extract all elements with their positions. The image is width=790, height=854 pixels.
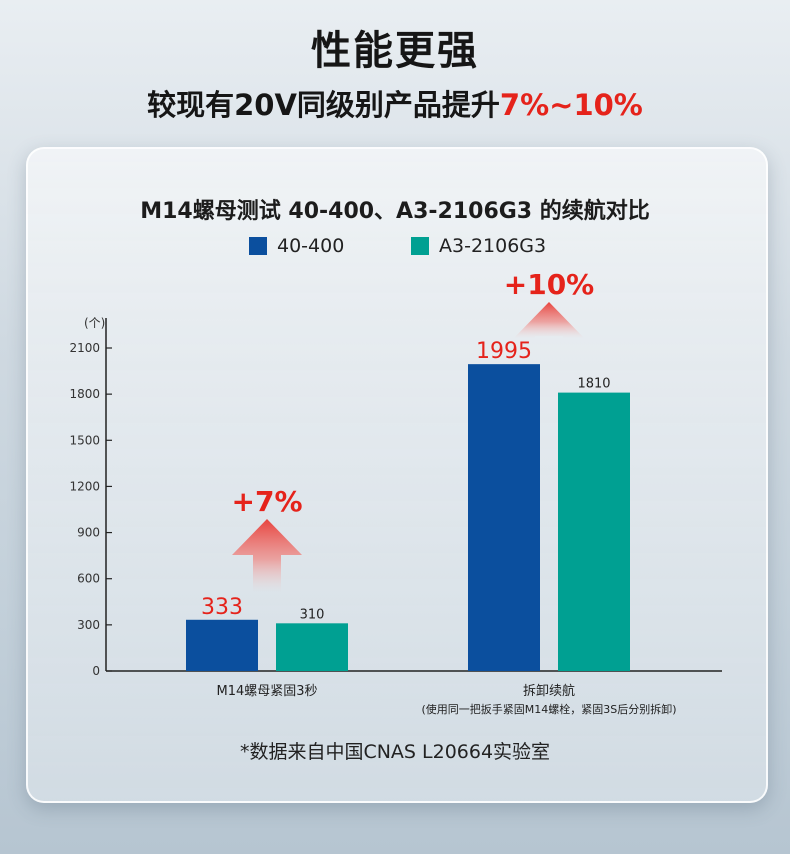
- x-tick-label: 拆卸续航: [523, 683, 575, 699]
- page-subtitle: 较现有20V同级别产品提升7%~10%: [0, 82, 790, 124]
- footnote: *数据来自中国CNAS L20664实验室: [239, 741, 551, 763]
- increase-percent-label: +7%: [232, 485, 303, 518]
- y-tick-label: 300: [77, 618, 100, 632]
- y-tick-label: 1500: [69, 433, 100, 447]
- bar: [468, 364, 540, 671]
- x-tick-note: (使用同一把扳手紧固M14螺栓，紧固3S后分别拆卸): [421, 702, 676, 716]
- y-tick-label: 900: [77, 526, 100, 540]
- increase-arrow: [232, 519, 302, 592]
- bar-value-label: 333: [201, 595, 243, 620]
- increase-percent-label: +10%: [504, 268, 594, 301]
- chart-title: M14螺母测试 40-400、A3-2106G3 的续航对比: [140, 199, 650, 224]
- bar-value-label: 1995: [476, 339, 532, 364]
- legend-item-40-400: 40-400: [249, 234, 344, 258]
- legend-label-40-400: 40-400: [277, 235, 345, 257]
- legend-item-a3-2106g3: A3-2106G3: [411, 234, 546, 258]
- legend-swatch-a3-2106g3: [411, 237, 429, 255]
- legend-swatch-40-400: [249, 237, 267, 255]
- subtitle-prefix: 较现有20V同级别产品提升: [147, 88, 500, 122]
- legend-label-a3-2106g3: A3-2106G3: [439, 235, 547, 257]
- y-tick-label: 1200: [69, 479, 100, 493]
- y-tick-label: 0: [92, 664, 100, 678]
- bar: [186, 619, 258, 671]
- bar: [558, 392, 630, 671]
- y-tick-label: 1800: [69, 387, 100, 401]
- bar-value-label: 310: [300, 607, 325, 622]
- bar: [276, 623, 348, 671]
- y-axis-unit: (个): [84, 316, 105, 330]
- chart-panel: [26, 147, 768, 803]
- bar-value-label: 1810: [577, 377, 610, 392]
- increase-arrow: [514, 302, 584, 338]
- page-title: 性能更强: [311, 28, 479, 74]
- x-tick-label: M14螺母紧固3秒: [216, 684, 317, 699]
- subtitle-accent: 7%~10%: [499, 88, 643, 122]
- y-tick-label: 2100: [69, 341, 100, 355]
- y-tick-label: 600: [77, 572, 100, 586]
